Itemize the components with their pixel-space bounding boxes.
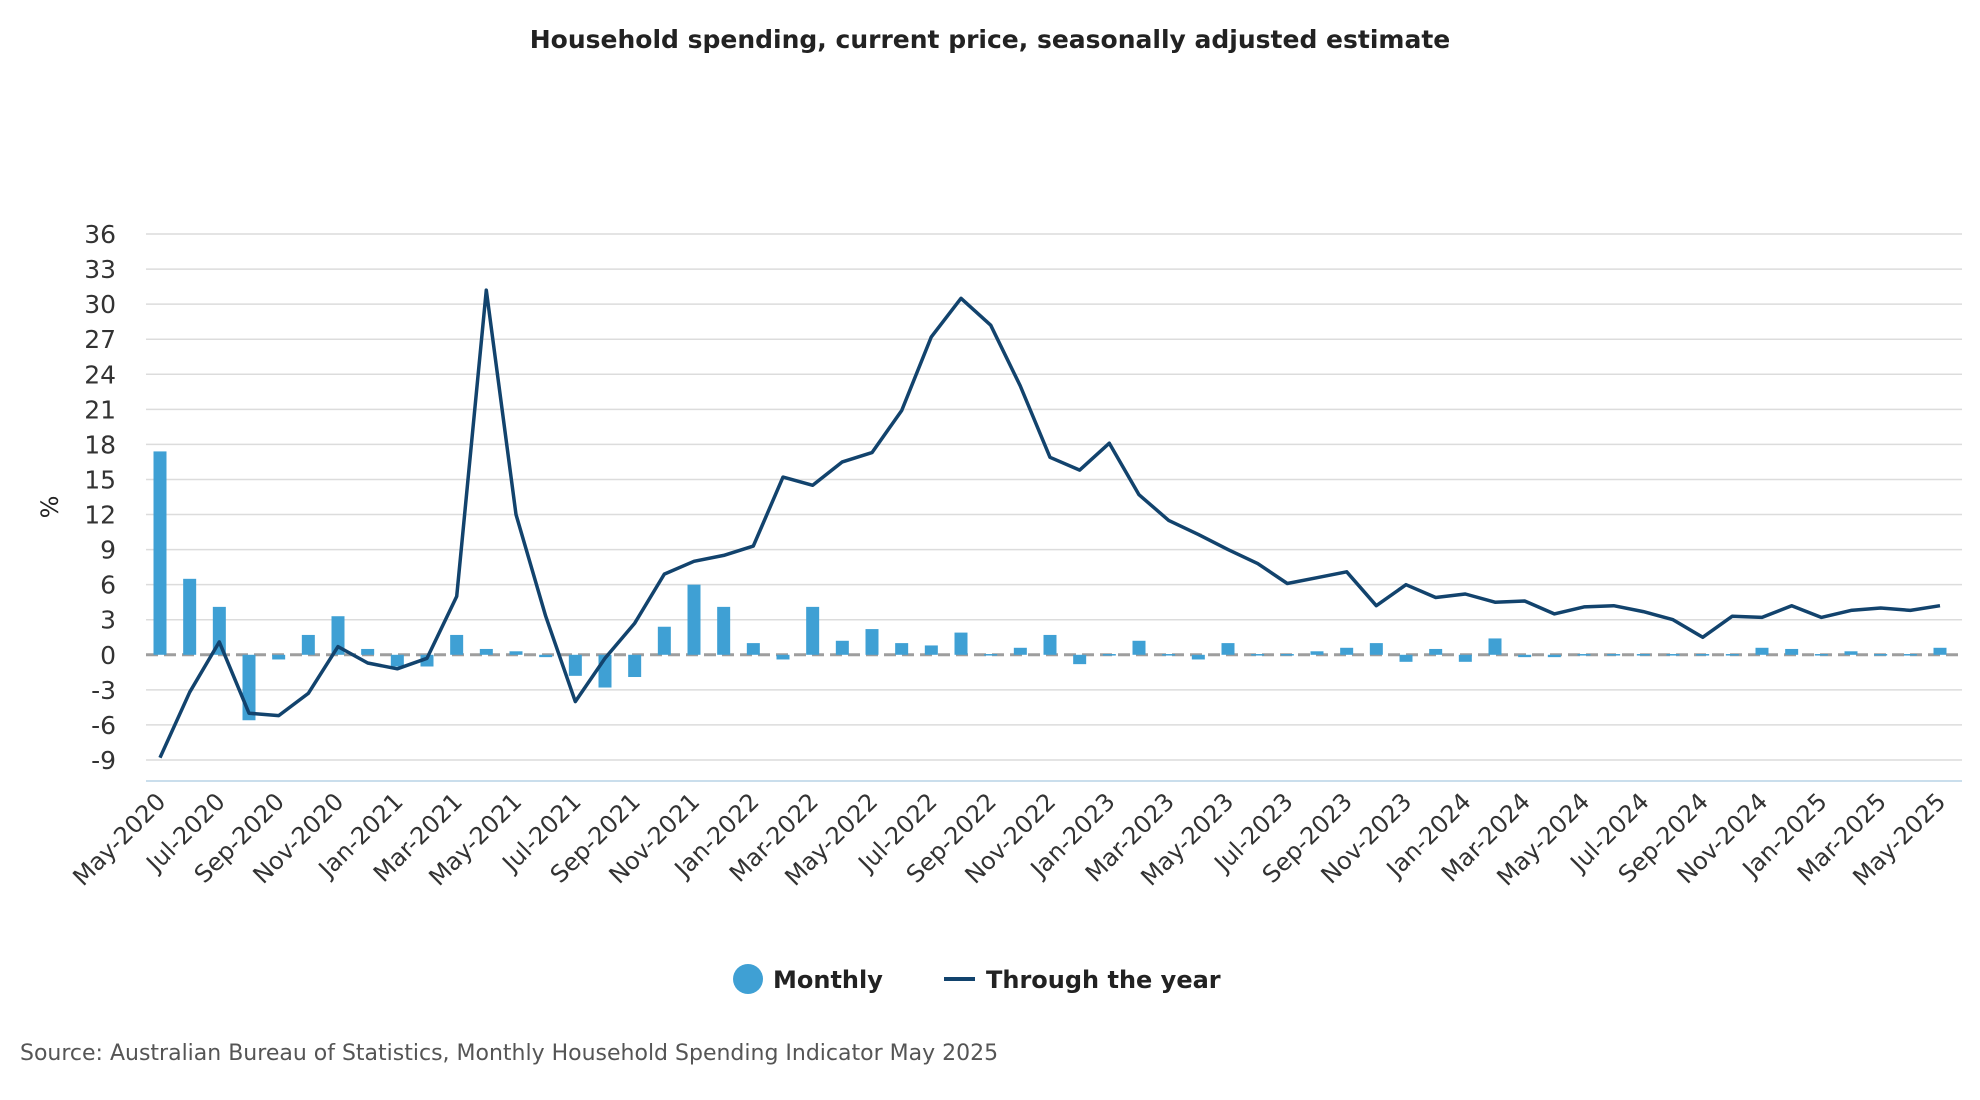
monthly-bar[interactable] (1903, 654, 1917, 656)
monthly-bar[interactable] (272, 654, 286, 660)
monthly-bar[interactable] (1547, 654, 1561, 658)
monthly-bar[interactable] (1191, 654, 1205, 660)
y-tick-label: 33 (84, 255, 116, 284)
monthly-bar[interactable] (776, 654, 790, 660)
through-the-year-line[interactable] (158, 288, 1941, 759)
y-tick-label: -3 (91, 676, 116, 705)
monthly-bar[interactable] (1280, 654, 1294, 656)
monthly-bar[interactable] (1874, 654, 1888, 656)
legend[interactable]: Monthly Through the year (733, 964, 1221, 994)
monthly-bar[interactable] (1636, 654, 1650, 656)
monthly-bar[interactable] (1310, 651, 1324, 655)
y-tick-label: 36 (84, 220, 116, 249)
monthly-bar[interactable] (212, 606, 226, 655)
monthly-bar[interactable] (687, 584, 701, 655)
x-tick-label: May-2020 (67, 788, 171, 892)
monthly-bar[interactable] (301, 634, 315, 655)
y-tick-label: 18 (84, 430, 116, 459)
monthly-bar[interactable] (1607, 654, 1621, 656)
monthly-bar[interactable] (1073, 654, 1087, 665)
monthly-bar[interactable] (1132, 640, 1146, 655)
monthly-bar[interactable] (954, 632, 968, 655)
monthly-bar[interactable] (1755, 647, 1769, 655)
monthly-bar[interactable] (153, 451, 167, 655)
monthly-bar[interactable] (1785, 648, 1799, 655)
legend-through-year-label[interactable]: Through the year (986, 966, 1221, 994)
monthly-bar[interactable] (746, 643, 760, 655)
y-tick-label: 15 (84, 465, 116, 494)
monthly-bar[interactable] (1429, 648, 1443, 655)
monthly-bar[interactable] (628, 654, 642, 678)
monthly-bar[interactable] (183, 578, 197, 655)
y-tick-label: -6 (91, 711, 116, 740)
monthly-bar[interactable] (479, 648, 493, 655)
monthly-bar[interactable] (924, 645, 938, 655)
monthly-bar[interactable] (984, 654, 998, 656)
monthly-bar[interactable] (568, 654, 582, 676)
monthly-bar[interactable] (1251, 654, 1265, 656)
monthly-bar[interactable] (1696, 654, 1710, 656)
y-tick-label: 3 (100, 606, 116, 635)
monthly-bar[interactable] (390, 654, 404, 667)
monthly-bar[interactable] (1221, 643, 1235, 655)
monthly-bar[interactable] (1013, 647, 1027, 655)
monthly-bar[interactable] (509, 651, 523, 655)
y-tick-label: 21 (84, 395, 116, 424)
monthly-bar[interactable] (1458, 654, 1472, 662)
monthly-bar[interactable] (865, 629, 879, 655)
y-tick-label: -9 (91, 746, 116, 775)
y-tick-label: 9 (100, 536, 116, 565)
gridlines (146, 233, 1962, 782)
monthly-bar[interactable] (806, 606, 820, 655)
monthly-bar[interactable] (331, 616, 345, 655)
y-tick-label: 24 (84, 360, 116, 389)
monthly-bar[interactable] (1162, 654, 1176, 656)
monthly-bar[interactable] (717, 606, 731, 655)
monthly-bar[interactable] (895, 643, 909, 655)
monthly-bars (153, 451, 1947, 721)
monthly-bar[interactable] (1933, 647, 1947, 655)
legend-monthly-label[interactable]: Monthly (773, 966, 883, 994)
monthly-bar[interactable] (1102, 654, 1116, 656)
monthly-bar[interactable] (1725, 654, 1739, 656)
monthly-bar[interactable] (1369, 643, 1383, 655)
y-tick-label: 12 (84, 501, 116, 530)
source-note: Source: Australian Bureau of Statistics,… (20, 1041, 998, 1066)
monthly-bar[interactable] (835, 640, 849, 655)
chart-title: Household spending, current price, seaso… (530, 25, 1450, 54)
legend-monthly-marker (733, 964, 763, 994)
y-tick-label: 27 (84, 325, 116, 354)
x-axis-ticks: May-2020Jul-2020Sep-2020Nov-2020Jan-2021… (67, 788, 1951, 892)
y-axis-label: % (36, 496, 64, 519)
monthly-bar[interactable] (1666, 654, 1680, 656)
monthly-bar[interactable] (539, 654, 553, 658)
monthly-bar[interactable] (361, 648, 375, 655)
monthly-bar[interactable] (1043, 634, 1057, 655)
monthly-bar[interactable] (420, 654, 434, 667)
y-tick-label: 6 (100, 571, 116, 600)
monthly-bar[interactable] (450, 634, 464, 655)
y-tick-label: 0 (100, 641, 116, 670)
monthly-bar[interactable] (1518, 654, 1532, 658)
monthly-bar[interactable] (1399, 654, 1413, 662)
monthly-bar[interactable] (1340, 647, 1354, 655)
monthly-bar[interactable] (1577, 654, 1591, 656)
monthly-bar[interactable] (1844, 651, 1858, 655)
y-tick-label: 30 (84, 290, 116, 319)
monthly-bar[interactable] (657, 626, 671, 655)
through-the-year-line-group (158, 288, 1941, 759)
monthly-bar[interactable] (1814, 654, 1828, 656)
monthly-bar[interactable] (1488, 638, 1502, 655)
